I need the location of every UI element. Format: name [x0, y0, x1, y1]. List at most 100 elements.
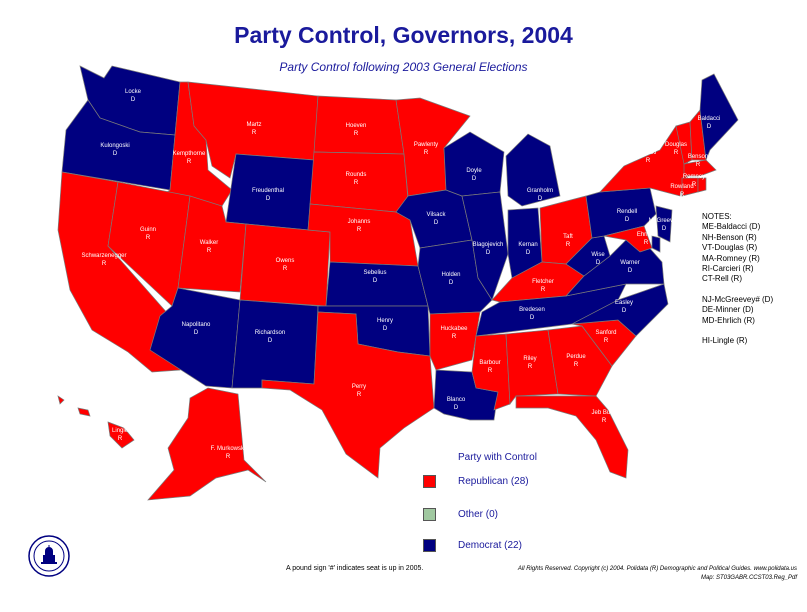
party-label-NJ: D — [662, 226, 667, 232]
party-label-CA: R — [102, 261, 107, 267]
state-AL — [505, 329, 559, 405]
party-label-IL: D — [486, 250, 491, 256]
governor-label-MO: Holden — [441, 272, 460, 278]
governor-label-CT: Rowland — [670, 184, 693, 190]
party-label-NE: R — [357, 227, 362, 233]
governor-label-AL: Riley — [523, 356, 536, 362]
governor-label-MI: Granholm — [527, 188, 553, 194]
governor-label-NH: Benson — [688, 154, 708, 160]
state-MI — [505, 133, 561, 207]
legend-swatch — [423, 538, 436, 552]
party-label-KY: R — [541, 287, 546, 293]
governor-label-MD: Ehrlich — [637, 232, 655, 238]
party-label-VT: R — [674, 150, 679, 156]
party-label-CT: R — [680, 192, 685, 198]
state-AK — [147, 387, 267, 501]
state-NM — [231, 299, 319, 389]
party-label-CO: R — [283, 266, 288, 272]
party-label-NM: D — [268, 338, 273, 344]
note-line: NJ-McGreevey# (D) — [702, 294, 774, 304]
party-label-UT: R — [207, 248, 212, 254]
party-label-AK: R — [226, 454, 231, 460]
party-label-MN: R — [424, 150, 429, 156]
legend-swatch — [423, 474, 436, 488]
party-label-IN: D — [526, 250, 531, 256]
note-line: HI-Lingle (R) — [702, 336, 748, 346]
notes-box: NOTES: ME-Baldacci (D) NH-Benson (R) VT-… — [702, 212, 773, 346]
party-label-KS: D — [373, 278, 378, 284]
party-label-MD: R — [644, 240, 649, 246]
party-label-LA: D — [454, 405, 459, 411]
party-label-PA: D — [625, 217, 630, 223]
governor-label-NC: Easley — [615, 300, 633, 306]
party-label-SC: R — [604, 338, 609, 344]
polidata-seal-logo — [28, 535, 70, 577]
governor-label-VT: Douglas — [665, 142, 687, 148]
notes-heading: NOTES: — [702, 212, 732, 221]
governor-label-KY: Fletcher — [532, 279, 554, 285]
governor-label-OH: Taft — [563, 234, 573, 240]
state-WV — [565, 235, 611, 277]
party-label-ND: R — [354, 131, 359, 137]
state-HI-small2 — [77, 407, 91, 417]
party-label-NC: D — [622, 308, 627, 314]
governor-label-WA: Locke — [125, 89, 142, 95]
governor-label-IL: Blagojevich — [473, 242, 504, 248]
governor-label-MT: Martz — [247, 122, 262, 128]
map-id: Map: ST03GABR.CCST03.Reg_Pdf — [700, 575, 797, 581]
state-TX — [261, 311, 435, 479]
state-HI-small — [57, 395, 65, 405]
party-label-GA: R — [574, 362, 579, 368]
governor-label-TX: Perry — [352, 384, 366, 390]
note-line: NH-Benson (R) — [702, 232, 757, 242]
party-label-VA: D — [628, 268, 633, 274]
legend-label: Other (0) — [458, 508, 499, 520]
governor-label-WI: Doyle — [466, 168, 482, 174]
governor-label-NM: Richardson — [255, 330, 285, 336]
party-label-WI: D — [472, 176, 477, 182]
legend-item-democrat: Democrat (22) — [423, 538, 522, 552]
governor-label-GA: Perdue — [566, 354, 586, 360]
party-label-TX: R — [357, 392, 362, 398]
governor-label-VA: Warner — [620, 260, 639, 266]
governor-label-NV: Guinn — [140, 227, 156, 233]
governor-label-LA: Blanco — [447, 397, 466, 403]
party-label-MT: R — [252, 130, 257, 136]
governor-label-WV: Wise — [591, 252, 605, 258]
governor-label-KS: Sebelius — [363, 270, 386, 276]
note-line: DE-Minner (D) — [702, 305, 754, 315]
state-TN — [475, 283, 627, 337]
state-NJ — [655, 205, 673, 243]
governor-label-PA: Rendell — [617, 209, 637, 215]
governor-label-UT: Walker — [200, 240, 218, 246]
governor-label-ME: Baldacci — [698, 116, 721, 122]
governor-label-FL: Jeb Bush — [591, 410, 616, 416]
governor-labels: Locke D Kulongoski D Schwarzenegger R Kempthor… — [81, 89, 720, 460]
party-label-AL: R — [528, 364, 533, 370]
governor-label-OK: Henry — [377, 318, 393, 324]
party-label-WV: D — [596, 260, 601, 266]
state-RI — [697, 177, 707, 193]
state-KS — [325, 261, 429, 307]
governor-label-IA: Vilsack — [427, 212, 447, 218]
note-line: MA-Romney (R) — [702, 253, 760, 263]
legend-label: Republican (28) — [458, 475, 529, 487]
state-GA — [547, 325, 613, 397]
party-label-ME: D — [707, 124, 712, 130]
state-AR — [429, 311, 481, 371]
party-label-MA: R — [692, 182, 697, 188]
governor-label-TN: Bredesen — [519, 307, 545, 313]
party-label-AR: R — [452, 334, 457, 340]
state-NC — [571, 283, 669, 337]
party-label-NH: R — [696, 162, 701, 168]
note-line: MD-Ehrlich (R) — [702, 315, 755, 325]
party-label-NY: R — [646, 158, 651, 164]
state-AZ — [149, 287, 241, 389]
footnote: A pound sign '#' indicates seat is up in… — [286, 565, 424, 572]
governor-label-MS: Barbour — [479, 360, 500, 366]
governor-label-MN: Pawlenty — [414, 142, 438, 148]
governor-label-AR: Huckabee — [440, 326, 468, 332]
party-label-MO: D — [449, 280, 454, 286]
state-CO — [239, 223, 331, 307]
note-line: ME-Baldacci (D) — [702, 222, 761, 232]
